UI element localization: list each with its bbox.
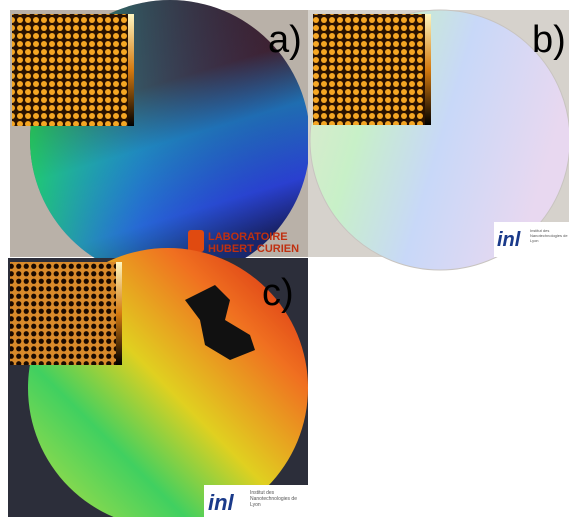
- logo-text: Institut des Nanotechnologies de Lyon: [530, 228, 568, 243]
- panel-label: c): [262, 272, 294, 314]
- logo-text: Institut des Nanotechnologies de Lyon: [250, 490, 306, 508]
- logo-mark: inl: [497, 229, 521, 251]
- logo-icon: [188, 230, 204, 252]
- afm-inset: [10, 262, 116, 365]
- color-bar: [116, 262, 122, 365]
- logo-text: LABORATOIRE: [208, 231, 288, 243]
- figure: a) LABORATOIRE HUBERT CURIEN b) inl Inst…: [0, 0, 569, 517]
- logo-text: HUBERT CURIEN: [208, 243, 299, 255]
- panel-label: a): [268, 19, 302, 61]
- afm-inset: [12, 14, 128, 126]
- afm-inset: [313, 14, 425, 125]
- color-bar: [425, 14, 431, 125]
- panel-label: b): [532, 19, 566, 61]
- color-bar: [128, 14, 134, 126]
- logo-mark: inl: [208, 490, 235, 515]
